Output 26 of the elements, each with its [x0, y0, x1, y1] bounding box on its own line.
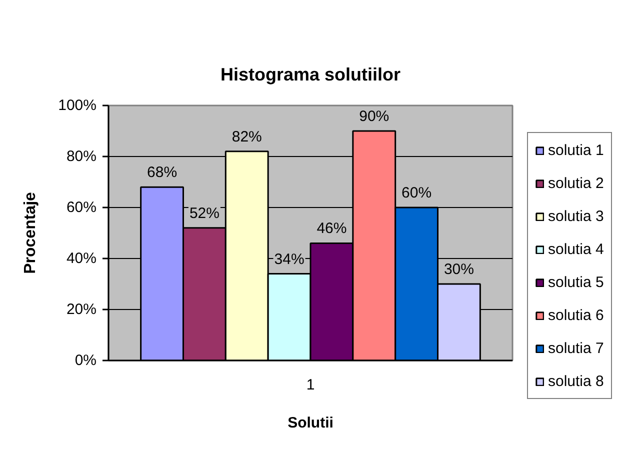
data-label: 34% — [274, 250, 304, 268]
data-label: 90% — [359, 108, 390, 125]
y-tick-label: 0% — [74, 352, 97, 369]
legend-label: solutia 8 — [548, 372, 604, 391]
data-label: 60% — [402, 184, 432, 202]
chart-title: Histograma solutiilor — [220, 64, 401, 84]
x-tick-label: 1 — [306, 376, 315, 394]
legend-label: solutia 2 — [548, 174, 604, 193]
y-axis-title: Procentaje — [22, 192, 40, 274]
y-tick-label: 80% — [66, 148, 97, 165]
y-tick-label: 100% — [58, 97, 97, 114]
legend-label: solutia 6 — [548, 306, 604, 325]
data-label: 30% — [444, 261, 474, 278]
legend-label: solutia 1 — [548, 140, 604, 160]
legend-label: solutia 7 — [548, 338, 604, 358]
legend-label: solutia 4 — [548, 240, 604, 259]
data-label: 46% — [316, 220, 347, 238]
data-label: 82% — [232, 128, 262, 146]
data-label: 68% — [147, 164, 178, 182]
y-tick-label: 40% — [66, 250, 97, 267]
data-label: 52% — [189, 204, 220, 222]
y-tick-label: 60% — [66, 199, 97, 216]
x-axis-title: Solutii — [288, 414, 334, 432]
legend-label: solutia 3 — [548, 206, 604, 226]
legend-label: solutia 5 — [548, 272, 604, 292]
y-tick-label: 20% — [66, 301, 97, 318]
